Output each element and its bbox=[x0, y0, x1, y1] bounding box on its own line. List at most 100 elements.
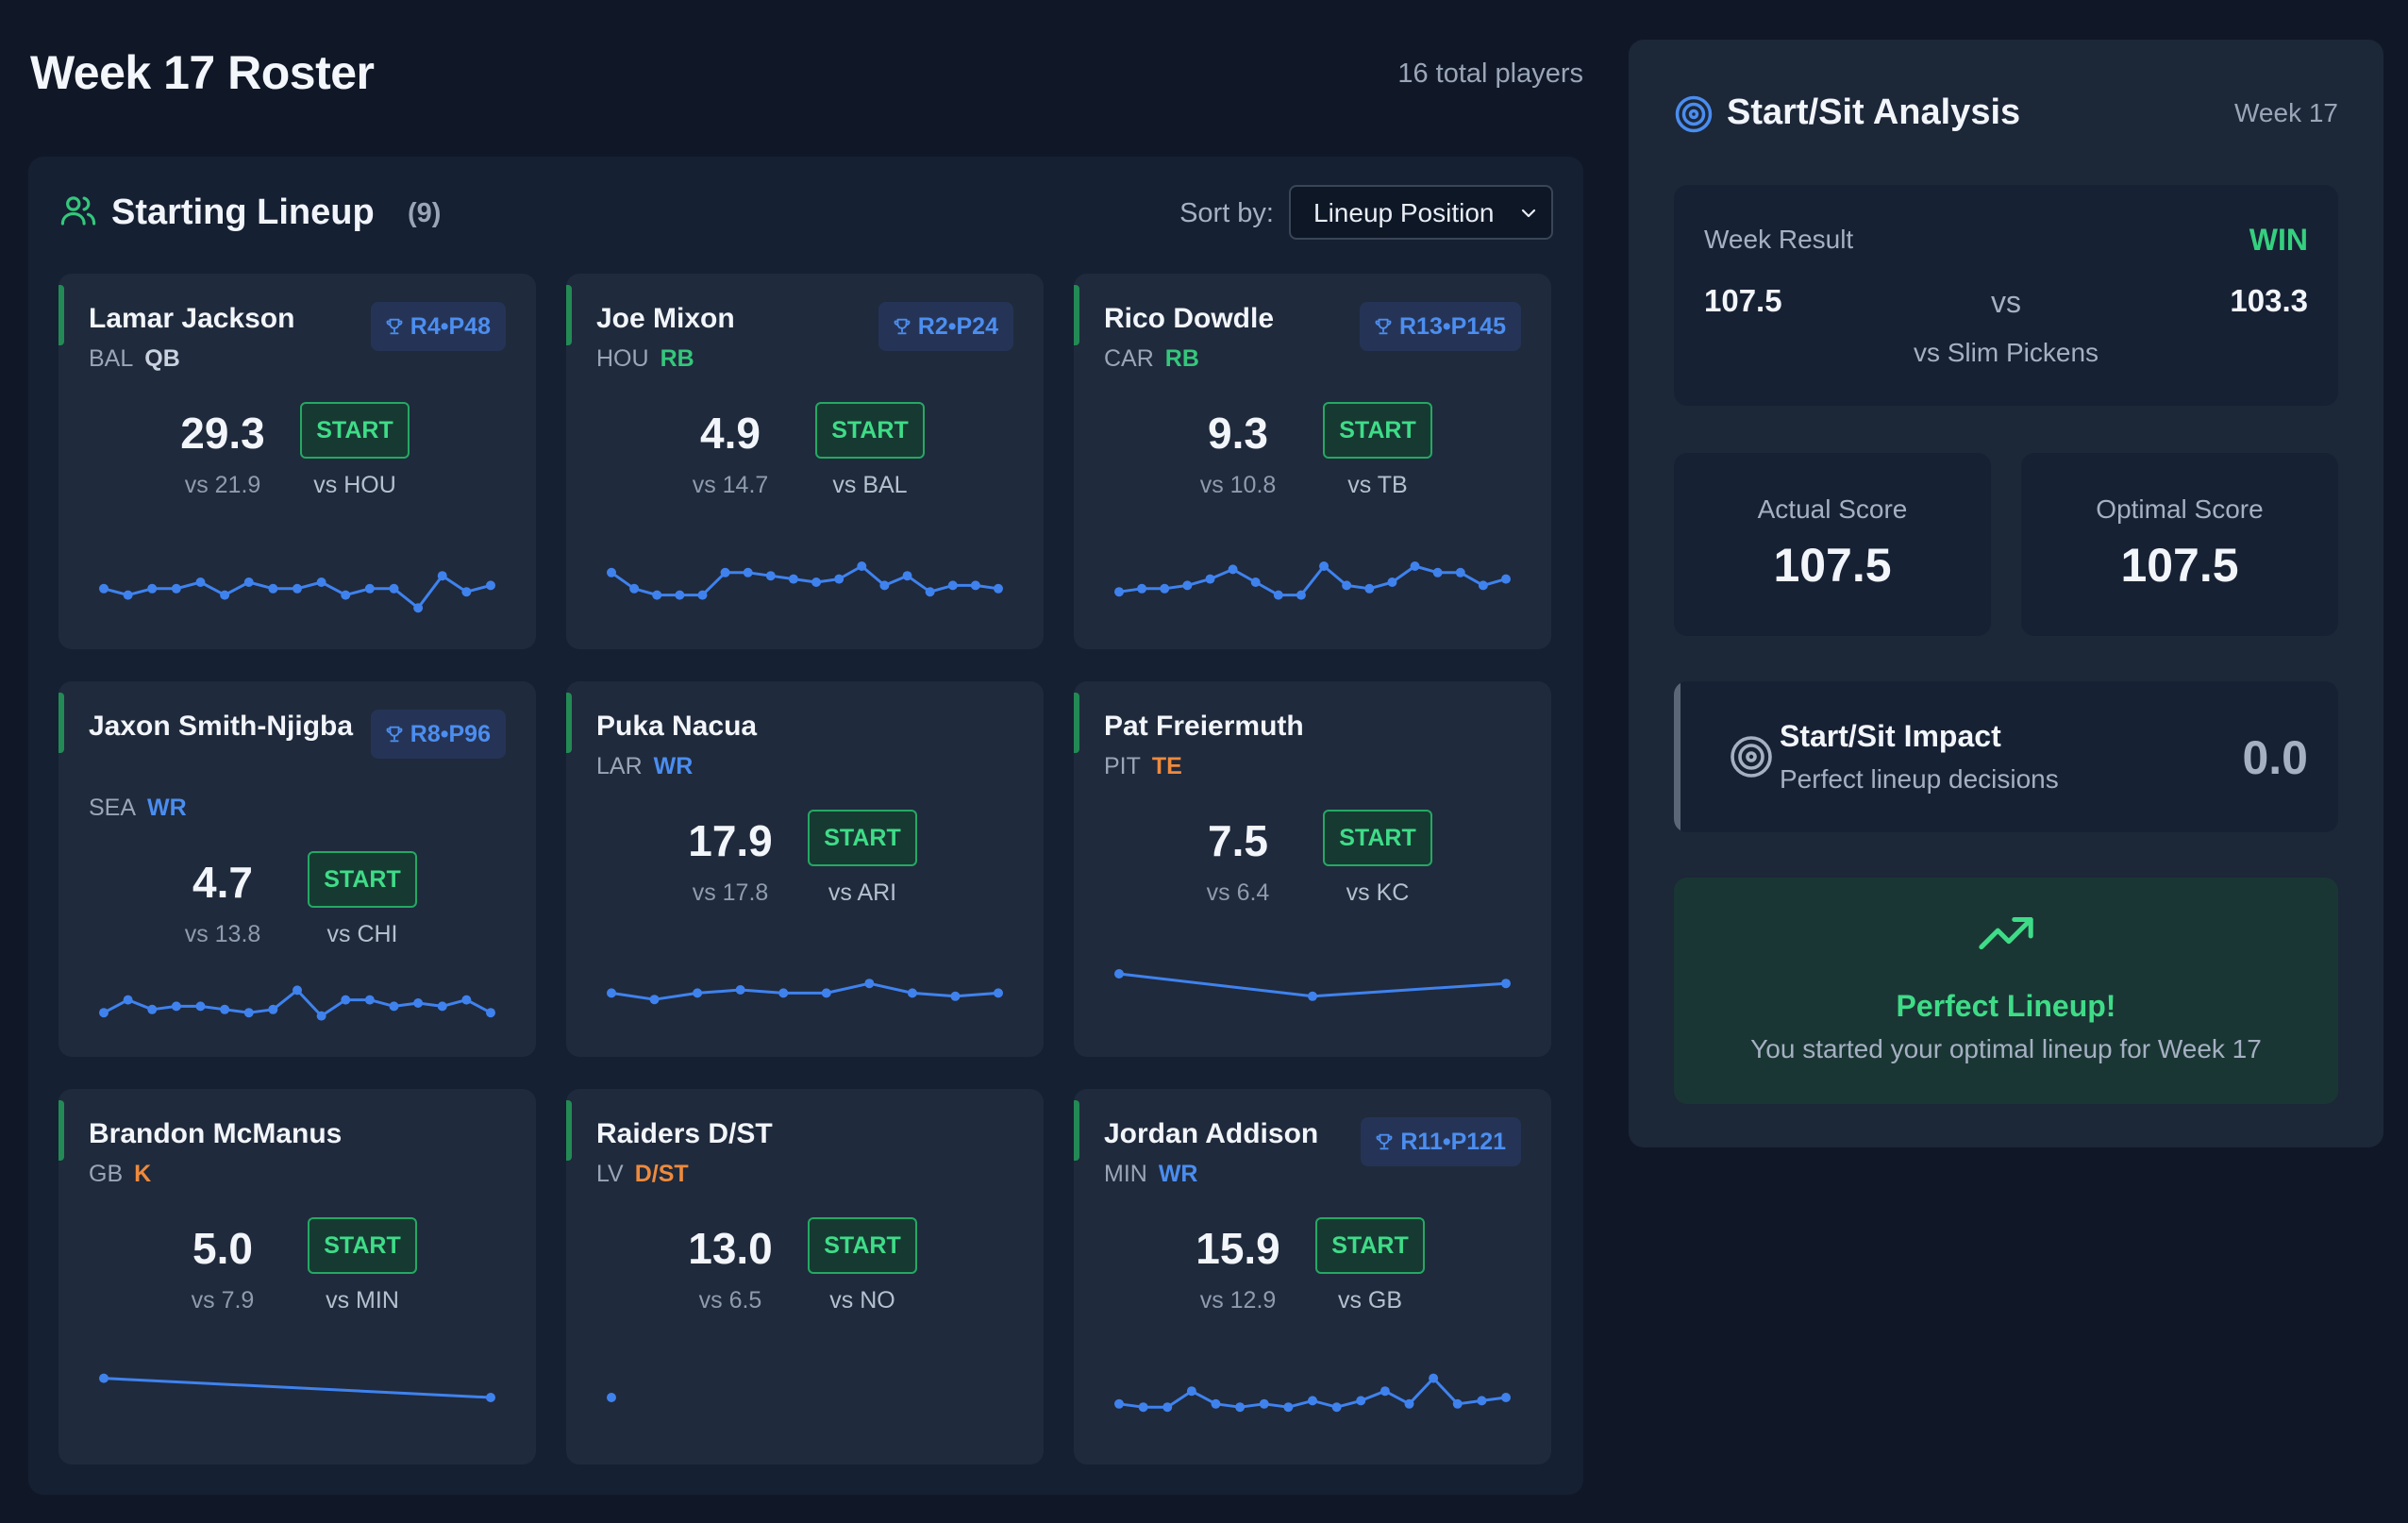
player-name[interactable]: Puka Nacua bbox=[596, 711, 758, 742]
sparkline-point bbox=[268, 583, 278, 594]
sparkline-point bbox=[1380, 1386, 1390, 1397]
player-position: QB bbox=[144, 345, 180, 372]
sparkline-point bbox=[486, 1393, 495, 1402]
player-projection: vs 6.4 bbox=[1206, 879, 1270, 906]
player-team: PIT bbox=[1104, 753, 1141, 779]
player-card[interactable]: Joe Mixon HOU RB R2•P24 4.9 vs 14.7 START vs BA… bbox=[566, 274, 1044, 649]
player-name[interactable]: Jaxon Smith-Njigba bbox=[89, 711, 354, 742]
start-button[interactable]: START bbox=[808, 1217, 917, 1274]
card-accent-bar bbox=[1074, 285, 1079, 345]
player-card[interactable]: Raiders D/ST LV D/ST 13.0 vs 6.5 START vs NO bbox=[566, 1089, 1044, 1464]
sparkline-point bbox=[316, 577, 326, 587]
impact-value: 0.0 bbox=[2242, 731, 2308, 784]
player-position: WR bbox=[1158, 1161, 1198, 1187]
player-score: 17.9 bbox=[688, 816, 773, 865]
optimal-score-card: Optimal Score 107.5 bbox=[2021, 453, 2338, 636]
player-card[interactable]: Rico Dowdle CAR RB R13•P145 9.3 vs 10.8 START v… bbox=[1074, 274, 1551, 649]
start-sit-impact-card: Start/Sit Impact Perfect lineup decision… bbox=[1674, 681, 2338, 832]
player-projection: vs 6.5 bbox=[698, 1287, 762, 1314]
sparkline-point bbox=[1308, 1396, 1317, 1406]
sparkline-point bbox=[607, 1393, 616, 1402]
sparkline-point bbox=[1186, 1386, 1196, 1397]
actual-score-label: Actual Score bbox=[1757, 494, 1908, 524]
sparkline-point bbox=[243, 577, 254, 587]
my-score: 107.5 bbox=[1704, 283, 1782, 318]
sparkline-point bbox=[1160, 583, 1170, 594]
player-card[interactable]: Jaxon Smith-Njigba SEA WR R8•P96 4.7 vs 13.8 S… bbox=[59, 681, 536, 1057]
player-name[interactable]: Rico Dowdle bbox=[1104, 303, 1275, 334]
player-card[interactable]: Brandon McManus GB K 5.0 vs 7.9 START vs MIN bbox=[59, 1089, 536, 1464]
sparkline-point bbox=[437, 1001, 447, 1012]
rank-badge: R8•P96 bbox=[370, 710, 506, 759]
player-name[interactable]: Pat Freiermuth bbox=[1104, 711, 1304, 742]
player-name[interactable]: Raiders D/ST bbox=[596, 1118, 773, 1149]
trophy-icon bbox=[386, 318, 403, 335]
player-position: RB bbox=[1164, 345, 1199, 372]
impact-subtitle: Perfect lineup decisions bbox=[1780, 764, 2059, 794]
player-position: WR bbox=[653, 753, 694, 779]
player-team: LAR bbox=[596, 753, 643, 779]
sparkline-point bbox=[1410, 561, 1420, 571]
sort-select[interactable]: Lineup Position bbox=[1289, 185, 1553, 240]
card-accent-bar bbox=[1074, 1100, 1079, 1161]
sparkline-point bbox=[1455, 567, 1465, 577]
sparkline-path bbox=[1118, 564, 1507, 597]
opponent-label: vs TB bbox=[1347, 472, 1408, 498]
roster-section: Week 17 Roster 16 total players Starting… bbox=[28, 38, 1583, 1495]
player-score: 29.3 bbox=[180, 409, 265, 458]
sparkline-point bbox=[735, 985, 745, 995]
perfect-lineup-title: Perfect Lineup! bbox=[1896, 989, 2116, 1023]
start-button[interactable]: START bbox=[815, 402, 925, 459]
player-score: 15.9 bbox=[1196, 1224, 1280, 1273]
start-button[interactable]: START bbox=[300, 402, 410, 459]
player-card[interactable]: Lamar Jackson BAL QB R4•P48 29.3 vs 21.9 START… bbox=[59, 274, 536, 649]
week-result-label: Week Result bbox=[1704, 225, 1854, 254]
sparkline-point bbox=[950, 991, 961, 1001]
sparkline-point bbox=[413, 603, 424, 613]
start-button[interactable]: START bbox=[808, 810, 917, 866]
player-position: K bbox=[134, 1161, 152, 1187]
sparkline-point bbox=[293, 583, 302, 594]
player-position: TE bbox=[1151, 753, 1182, 779]
sparkline-point bbox=[413, 998, 424, 1008]
player-name[interactable]: Lamar Jackson bbox=[89, 303, 295, 334]
optimal-score-label: Optimal Score bbox=[2096, 494, 2264, 524]
sparkline-point bbox=[1182, 580, 1193, 591]
start-button[interactable]: START bbox=[308, 851, 417, 908]
sparkline-point bbox=[1501, 1393, 1511, 1402]
sparkline-point bbox=[389, 1001, 399, 1012]
sparkline-point bbox=[1319, 561, 1329, 571]
sparkline-point bbox=[1114, 587, 1124, 597]
card-accent-bar bbox=[59, 1100, 64, 1161]
player-card[interactable]: Pat Freiermuth PIT TE 7.5 vs 6.4 START vs KC bbox=[1074, 681, 1551, 1057]
sparkline-point bbox=[649, 995, 660, 1005]
start-button[interactable]: START bbox=[1323, 402, 1432, 459]
rank-badge-text: R8•P96 bbox=[410, 721, 491, 747]
sparkline-point bbox=[243, 1008, 254, 1018]
player-team: HOU bbox=[596, 345, 649, 372]
sparkline-point bbox=[925, 587, 935, 597]
sparkline-path bbox=[103, 1377, 492, 1399]
player-score: 5.0 bbox=[192, 1224, 253, 1273]
sparkline-path bbox=[610, 981, 999, 1001]
player-name[interactable]: Jordan Addison bbox=[1104, 1118, 1319, 1149]
sparkline-point bbox=[1342, 580, 1352, 591]
week-result-card: Week Result WIN vs 107.5 103.3 vs Slim P… bbox=[1674, 185, 2338, 406]
start-button[interactable]: START bbox=[308, 1217, 417, 1274]
sparkline-point bbox=[1478, 580, 1488, 591]
player-name[interactable]: Joe Mixon bbox=[596, 303, 735, 334]
sparkline-point bbox=[1211, 1398, 1221, 1409]
sparkline-point bbox=[879, 580, 890, 591]
start-button[interactable]: START bbox=[1323, 810, 1432, 866]
player-card[interactable]: Jordan Addison MIN WR R11•P121 15.9 vs 12.9 ST… bbox=[1074, 1089, 1551, 1464]
player-team: BAL bbox=[89, 345, 134, 372]
sparkline-point bbox=[1296, 590, 1306, 600]
sparkline-point bbox=[994, 583, 1003, 594]
player-projection: vs 14.7 bbox=[692, 472, 769, 498]
sparkline-point bbox=[195, 577, 206, 587]
player-card[interactable]: Puka Nacua LAR WR 17.9 vs 17.8 START vs ARI bbox=[566, 681, 1044, 1057]
start-button[interactable]: START bbox=[1315, 1217, 1425, 1274]
player-meta: MIN WR bbox=[1104, 1161, 1197, 1188]
sparkline-point bbox=[629, 583, 640, 594]
player-name[interactable]: Brandon McManus bbox=[89, 1118, 343, 1149]
